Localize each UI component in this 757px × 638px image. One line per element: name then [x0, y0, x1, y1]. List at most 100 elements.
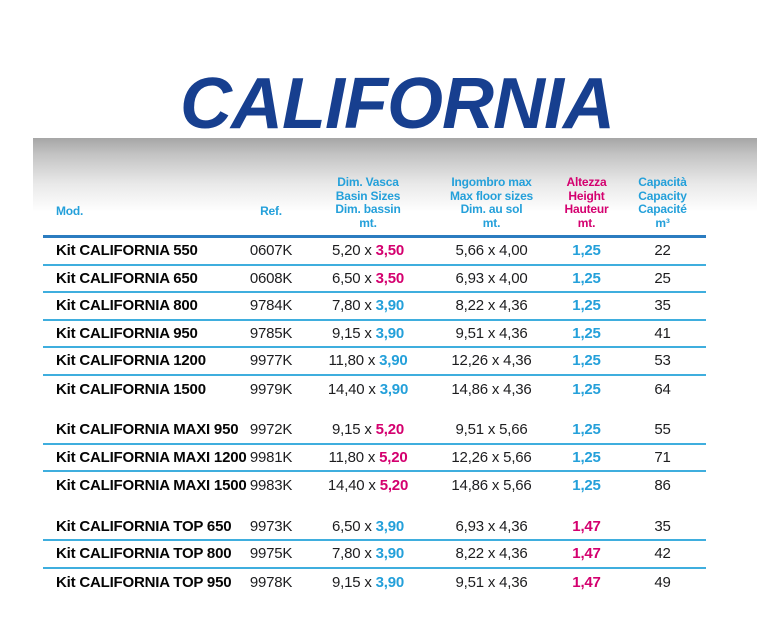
header-gradient-band [33, 138, 757, 212]
ref-cell: 9977K [249, 352, 293, 370]
height-cell: 1,25 [572, 269, 601, 287]
height-cell: 1,25 [572, 448, 601, 466]
basin-width-value: 5,20 [375, 421, 405, 439]
floor-size-cell: 9,51 x 4,36 [455, 324, 528, 342]
model-cell: Kit CALIFORNIA 550 [56, 242, 198, 260]
table-body: Kit CALIFORNIA 550 0607K 5,20 x 3,50 5,66 x… [43, 238, 706, 596]
floor-size-cell: 8,22 x 4,36 [455, 545, 528, 563]
column-header-height: Altezza Height Hauteur mt. [564, 175, 609, 230]
table-row: Kit CALIFORNIA 650 0608K 6,50 x 3,50 6,93 x… [43, 266, 706, 293]
floor-size-cell: 12,26 x 4,36 [451, 352, 532, 370]
floor-size-cell: 9,51 x 4,36 [455, 573, 528, 591]
table-row: Kit CALIFORNIA 800 9784K 7,80 x 3,90 8,22 x… [43, 293, 706, 321]
table-group-california: Kit CALIFORNIA 550 0607K 5,20 x 3,50 5,66 x… [43, 238, 706, 403]
column-header-capacity: Capacità Capacity Capacité m³ [638, 175, 687, 230]
floor-size-cell: 14,86 x 4,36 [451, 380, 532, 398]
height-cell: 1,25 [572, 324, 601, 342]
capacity-cell: 86 [654, 477, 671, 495]
table-row: Kit CALIFORNIA MAXI 1500 9983K 14,40 x 5,2… [43, 472, 706, 500]
column-header-basin: Dim. Vasca Basin Sizes Dim. bassin mt. [335, 175, 401, 230]
table-row: Kit CALIFORNIA 1500 9979K 14,40 x 3,90 14,8… [43, 376, 706, 404]
ref-cell: 9983K [249, 477, 293, 495]
table-row: Kit CALIFORNIA TOP 650 9973K 6,50 x 3,90 6,… [43, 514, 706, 541]
height-cell: 1,47 [572, 545, 601, 563]
ref-cell: 9978K [249, 573, 293, 591]
floor-size-cell: 5,66 x 4,00 [455, 242, 528, 260]
capacity-cell: 42 [654, 545, 671, 563]
ref-cell: 9972K [249, 421, 293, 439]
basin-width-value: 3,90 [379, 380, 409, 398]
model-cell: Kit CALIFORNIA 1500 [56, 380, 206, 398]
floor-size-cell: 9,51 x 5,66 [455, 421, 528, 439]
column-header-model: Mod. [56, 203, 84, 218]
column-header-ref: Ref. [260, 203, 282, 218]
model-cell: Kit CALIFORNIA TOP 650 [56, 517, 232, 535]
basin-width-value: 3,50 [375, 269, 405, 287]
basin-width-value: 3,90 [375, 573, 405, 591]
basin-width-value: 3,90 [375, 545, 405, 563]
height-cell: 1,25 [572, 352, 601, 370]
model-cell: Kit CALIFORNIA MAXI 950 [56, 421, 239, 439]
model-cell: Kit CALIFORNIA 800 [56, 297, 198, 315]
floor-size-cell: 12,26 x 5,66 [451, 448, 532, 466]
basin-size-cell: 6,50 x 3,90 [331, 517, 405, 535]
capacity-cell: 35 [654, 297, 671, 315]
table-row: Kit CALIFORNIA MAXI 950 9972K 9,15 x 5,20 9… [43, 417, 706, 445]
table-header-row: Mod. Ref. Dim. Vasca Basin Sizes Dim. bassin… [43, 158, 706, 238]
model-cell: Kit CALIFORNIA TOP 800 [56, 545, 232, 563]
ref-cell: 9975K [249, 545, 293, 563]
basin-size-cell: 9,15 x 3,90 [331, 324, 405, 342]
page-title: CALIFORNIA [180, 64, 615, 144]
ref-cell: 0608K [249, 269, 293, 287]
floor-size-cell: 6,93 x 4,00 [455, 269, 528, 287]
ref-cell: 9979K [249, 380, 293, 398]
spec-table: Mod. Ref. Dim. Vasca Basin Sizes Dim. bassin… [43, 158, 706, 596]
floor-size-cell: 14,86 x 5,66 [451, 477, 532, 495]
basin-size-cell: 11,80 x 5,20 [328, 448, 408, 466]
capacity-cell: 35 [654, 517, 671, 535]
capacity-cell: 41 [654, 324, 671, 342]
table-row: Kit CALIFORNIA 550 0607K 5,20 x 3,50 5,66 x… [43, 238, 706, 266]
ref-cell: 0607K [249, 242, 293, 260]
ref-cell: 9785K [249, 324, 293, 342]
capacity-cell: 55 [654, 421, 671, 439]
height-cell: 1,25 [572, 242, 601, 260]
model-cell: Kit CALIFORNIA 1200 [56, 352, 206, 370]
table-row: Kit CALIFORNIA TOP 950 9978K 9,15 x 3,90 9,… [43, 569, 706, 597]
table-group-california-top: Kit CALIFORNIA TOP 650 9973K 6,50 x 3,90 6,… [43, 514, 706, 597]
basin-size-cell: 11,80 x 3,90 [328, 352, 408, 370]
table-row: Kit CALIFORNIA 1200 9977K 11,80 x 3,90 12,2… [43, 348, 706, 376]
height-cell: 1,25 [572, 297, 601, 315]
basin-size-cell: 7,80 x 3,90 [331, 545, 405, 563]
ref-cell: 9981K [249, 448, 293, 466]
height-cell: 1,25 [572, 380, 601, 398]
basin-width-value: 5,20 [379, 477, 409, 495]
floor-size-cell: 8,22 x 4,36 [455, 297, 528, 315]
capacity-cell: 22 [654, 242, 671, 260]
basin-width-value: 3,90 [375, 297, 405, 315]
basin-size-cell: 5,20 x 3,50 [331, 242, 405, 260]
column-header-floor: Ingombro max Max floor sizes Dim. au sol mt… [449, 175, 534, 230]
capacity-cell: 64 [654, 380, 671, 398]
height-cell: 1,47 [572, 573, 601, 591]
height-cell: 1,25 [572, 421, 601, 439]
basin-size-cell: 14,40 x 3,90 [327, 380, 409, 398]
basin-size-cell: 14,40 x 5,20 [327, 477, 409, 495]
model-cell: Kit CALIFORNIA MAXI 1200 [56, 448, 247, 466]
basin-width-value: 3,90 [379, 352, 408, 370]
ref-cell: 9784K [249, 297, 293, 315]
capacity-cell: 25 [654, 269, 671, 287]
capacity-cell: 53 [654, 352, 671, 370]
basin-size-cell: 9,15 x 3,90 [331, 573, 405, 591]
basin-width-value: 3,90 [375, 324, 405, 342]
table-row: Kit CALIFORNIA 950 9785K 9,15 x 3,90 9,51 x… [43, 321, 706, 348]
ref-cell: 9973K [249, 517, 293, 535]
basin-width-value: 5,20 [379, 448, 408, 466]
basin-size-cell: 9,15 x 5,20 [331, 421, 405, 439]
capacity-cell: 49 [654, 573, 671, 591]
basin-size-cell: 7,80 x 3,90 [331, 297, 405, 315]
model-cell: Kit CALIFORNIA TOP 950 [56, 573, 232, 591]
table-row: Kit CALIFORNIA TOP 800 9975K 7,80 x 3,90 8,… [43, 541, 706, 569]
model-cell: Kit CALIFORNIA 950 [56, 324, 198, 342]
